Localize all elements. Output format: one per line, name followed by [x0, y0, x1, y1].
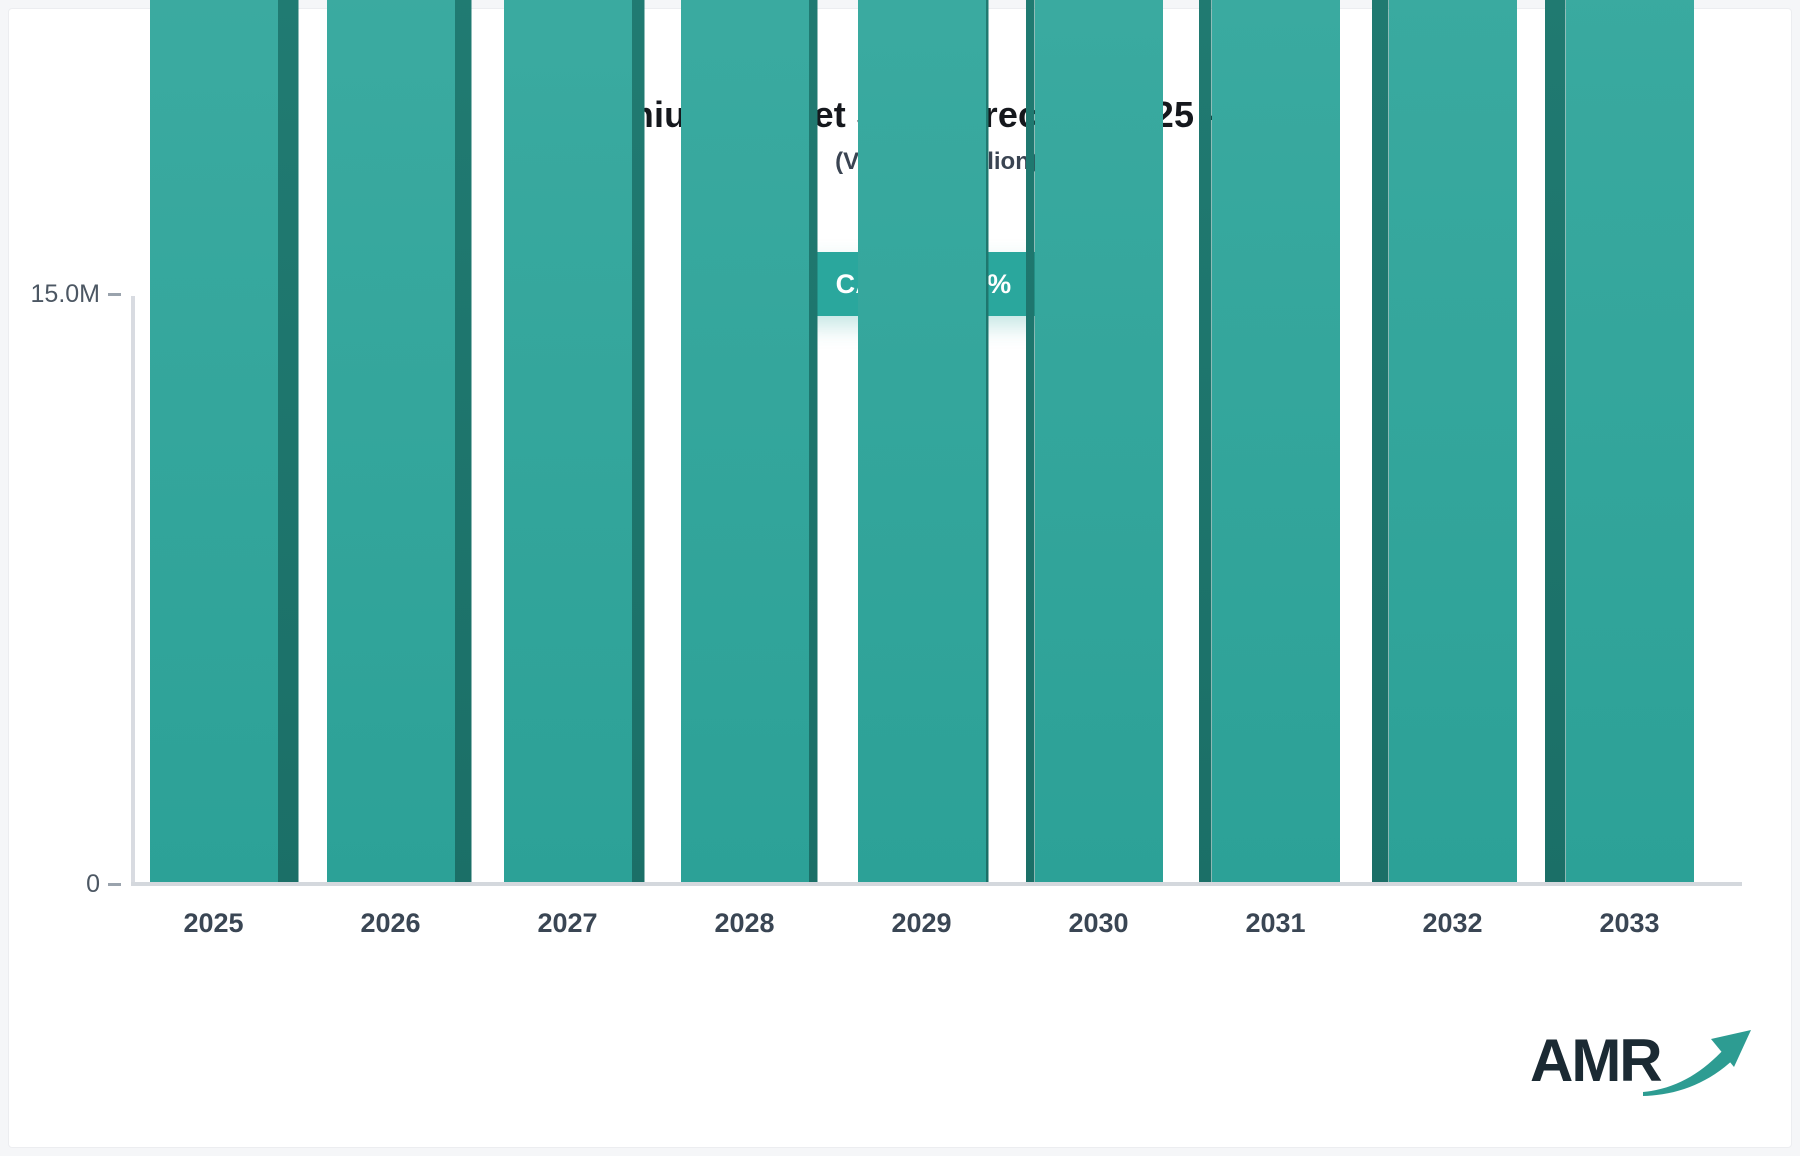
x-axis-label-2027: 2027: [537, 908, 598, 938]
bar-2032: [1388, 0, 1517, 886]
bar-side-2027: [631, 0, 645, 886]
y-tick-label-15.0M: 15.0M: [30, 280, 100, 308]
bar-2031: [1211, 0, 1340, 886]
x-axis-label-2032: 2032: [1422, 908, 1483, 938]
bar-2025: [149, 0, 278, 886]
bar-2030: [1034, 0, 1163, 886]
bar-side-2031: [1198, 0, 1212, 886]
bar-2029: [857, 0, 986, 886]
x-axis-label-2026: 2026: [360, 908, 421, 938]
x-axis-line: [131, 882, 1742, 886]
y-axis-line: [131, 296, 135, 886]
y-tick-mark: [108, 883, 121, 886]
x-axis-label-2031: 2031: [1245, 908, 1306, 938]
amr-logo: AMR: [1530, 1030, 1759, 1110]
growth-arrow-icon: [1642, 1030, 1751, 1096]
y-tick-mark: [108, 293, 121, 296]
bar-side-2033: [1544, 0, 1566, 886]
bar-2028: [680, 0, 809, 886]
x-axis-label-2030: 2030: [1068, 908, 1129, 938]
bar-2033: [1565, 0, 1694, 886]
bar-side-2028: [808, 0, 818, 886]
x-axis-label-2028: 2028: [714, 908, 775, 938]
bar-2026: [326, 0, 455, 886]
bar-side-2032: [1371, 0, 1389, 886]
bar-side-2025: [277, 0, 299, 886]
amr-logo-text: AMR: [1530, 1027, 1663, 1094]
bar-side-2026: [454, 0, 472, 886]
x-axis-label-2033: 2033: [1599, 908, 1660, 938]
x-axis-label-2029: 2029: [891, 908, 952, 938]
x-axis-label-2025: 2025: [183, 908, 244, 938]
bar-side-2030: [1025, 0, 1035, 886]
y-tick-label-0: 0: [86, 870, 100, 898]
bar-side-2029: [985, 0, 989, 886]
bar-2027: [503, 0, 632, 886]
